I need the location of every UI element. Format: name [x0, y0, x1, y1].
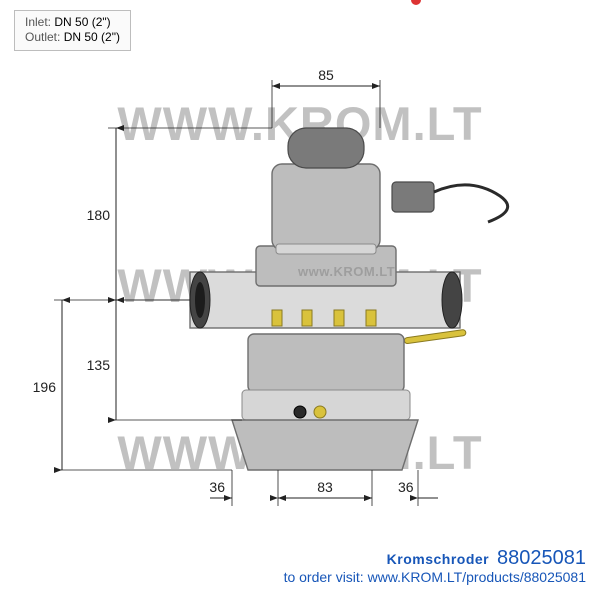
dim-bottom-left-value: 36	[209, 479, 225, 495]
dim-bottom-mid-value: 83	[317, 479, 333, 495]
test-nipple-4	[366, 310, 376, 326]
part-number: 88025081	[497, 547, 586, 569]
dim-top-width: 85	[272, 67, 380, 128]
footer-line-1: Kromschroder 88025081	[284, 549, 586, 568]
dim-left-lower-inner-value: 135	[87, 357, 111, 373]
brand-label: Kromschroder	[387, 551, 489, 567]
order-prefix: to order visit:	[284, 569, 364, 585]
dim-left-upper-value: 180	[87, 207, 111, 223]
adjuster-screw	[294, 406, 306, 418]
diagram-canvas: Inlet: DN 50 (2") Outlet: DN 50 (2") WWW…	[0, 0, 600, 600]
actuator-housing	[272, 164, 380, 250]
sight-window	[314, 406, 326, 418]
actuator-flange	[276, 244, 376, 254]
inlet-bore	[195, 282, 205, 318]
dim-bottom: 36 83 36	[209, 470, 438, 506]
mid-plate	[242, 390, 410, 420]
dim-bottom-right-value: 36	[398, 479, 414, 495]
technical-drawing: 85 180 196 135	[0, 0, 600, 600]
base-housing	[232, 420, 418, 470]
footer-line-2: to order visit: www.KROM.LT/products/880…	[284, 568, 586, 586]
outlet-port	[442, 272, 462, 328]
actuator-cap	[288, 128, 364, 168]
order-link[interactable]: www.KROM.LT/products/88025081	[368, 569, 586, 585]
connector-box	[392, 182, 434, 212]
test-nipple-1	[272, 310, 282, 326]
indicator-led	[411, 0, 421, 5]
lower-block	[248, 334, 404, 392]
probe-tube	[404, 329, 466, 344]
cable	[434, 185, 508, 222]
footer: Kromschroder 88025081 to order visit: ww…	[284, 549, 586, 586]
test-nipple-2	[302, 310, 312, 326]
dim-top-width-value: 85	[318, 67, 334, 83]
dim-left-lower-outer-value: 196	[33, 379, 57, 395]
test-nipple-3	[334, 310, 344, 326]
